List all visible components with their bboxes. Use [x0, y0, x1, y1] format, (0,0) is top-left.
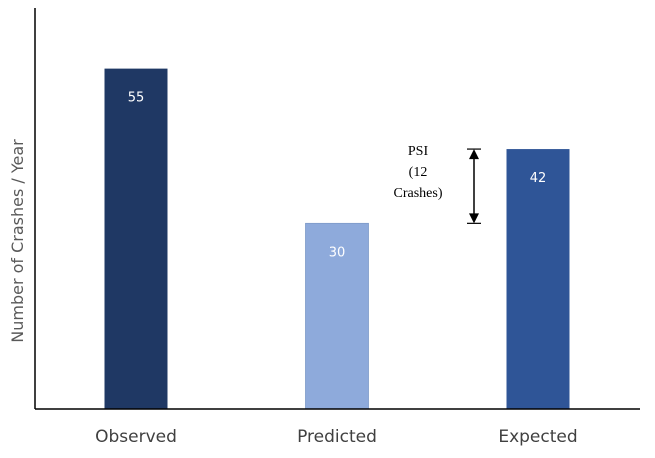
bar-expected [506, 149, 570, 410]
bar-labels-layer: 55 30 42 [128, 91, 547, 261]
psi-text-line-3: Crashes) [394, 186, 443, 201]
psi-arrow-head-top [469, 149, 479, 160]
category-labels-layer: Observed Predicted Expected [95, 427, 578, 447]
bars-layer [104, 68, 570, 410]
psi-text-line-1: PSI [408, 144, 429, 159]
data-label-expected: 42 [530, 171, 547, 186]
category-label-expected: Expected [498, 427, 577, 447]
psi-arrow-head-bottom [469, 213, 479, 224]
category-label-predicted: Predicted [297, 427, 377, 447]
bar-predicted [305, 222, 369, 410]
psi-annotation: PSI (12 Crashes) [394, 144, 481, 224]
category-label-observed: Observed [95, 427, 177, 447]
psi-text-line-2: (12 [409, 165, 428, 180]
y-axis-title: Number of Crashes / Year [8, 139, 27, 343]
data-label-predicted: 30 [329, 245, 346, 260]
bar-observed [104, 68, 168, 410]
data-label-observed: 55 [128, 91, 145, 106]
